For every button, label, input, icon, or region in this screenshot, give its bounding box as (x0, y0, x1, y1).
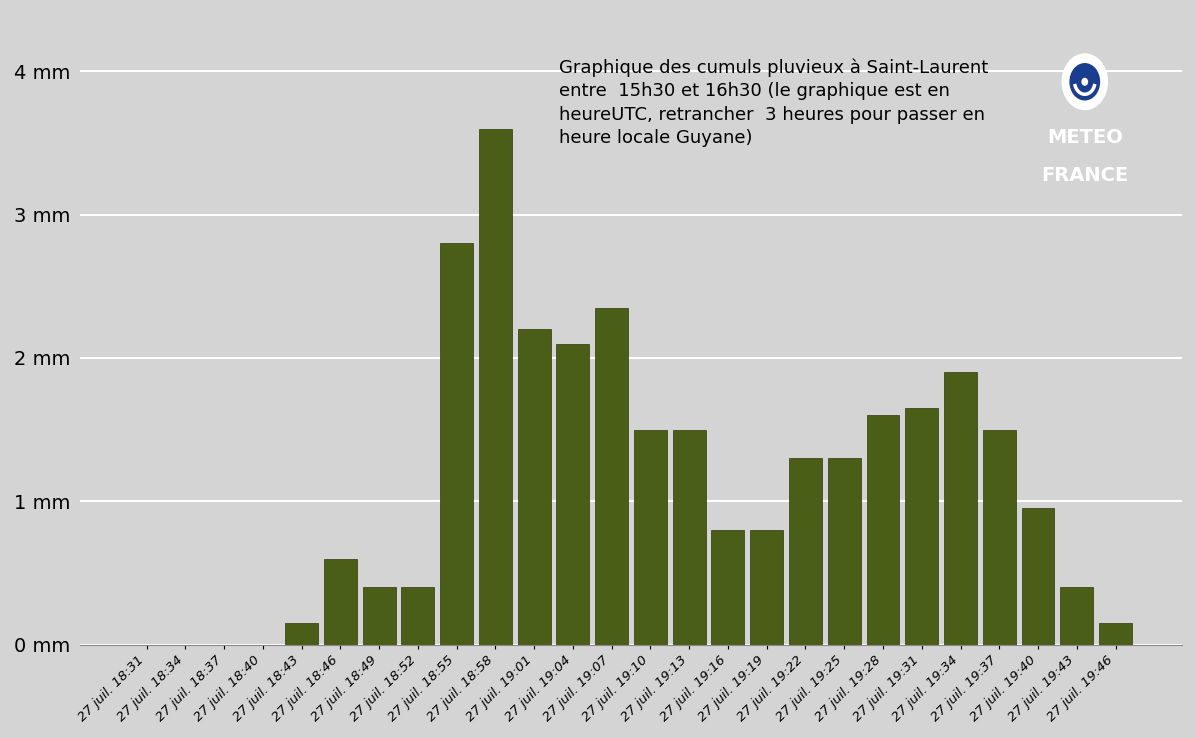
Bar (518, 329, 550, 644)
Bar (983, 430, 1015, 644)
Bar (362, 587, 396, 644)
Bar (556, 344, 590, 644)
Circle shape (1070, 63, 1099, 100)
Bar (1099, 623, 1133, 644)
Bar (440, 244, 474, 644)
Text: FRANCE: FRANCE (1042, 166, 1128, 185)
Text: Graphique des cumuls pluvieux à Saint-Laurent
entre  15h30 et 16h30 (le graphiqu: Graphique des cumuls pluvieux à Saint-La… (560, 58, 989, 148)
Circle shape (1062, 54, 1107, 109)
Bar (905, 408, 938, 644)
Bar (750, 530, 783, 644)
Bar (402, 587, 434, 644)
Circle shape (1082, 78, 1087, 85)
Bar (867, 415, 899, 644)
Bar (324, 559, 356, 644)
Bar (828, 458, 861, 644)
Bar (634, 430, 667, 644)
Bar (1061, 587, 1093, 644)
Bar (1021, 508, 1055, 644)
Bar (596, 308, 628, 644)
Bar (944, 372, 977, 644)
Bar (672, 430, 706, 644)
Bar (478, 128, 512, 644)
Bar (285, 623, 318, 644)
Bar (789, 458, 822, 644)
Bar (712, 530, 744, 644)
Text: METEO: METEO (1046, 128, 1123, 147)
